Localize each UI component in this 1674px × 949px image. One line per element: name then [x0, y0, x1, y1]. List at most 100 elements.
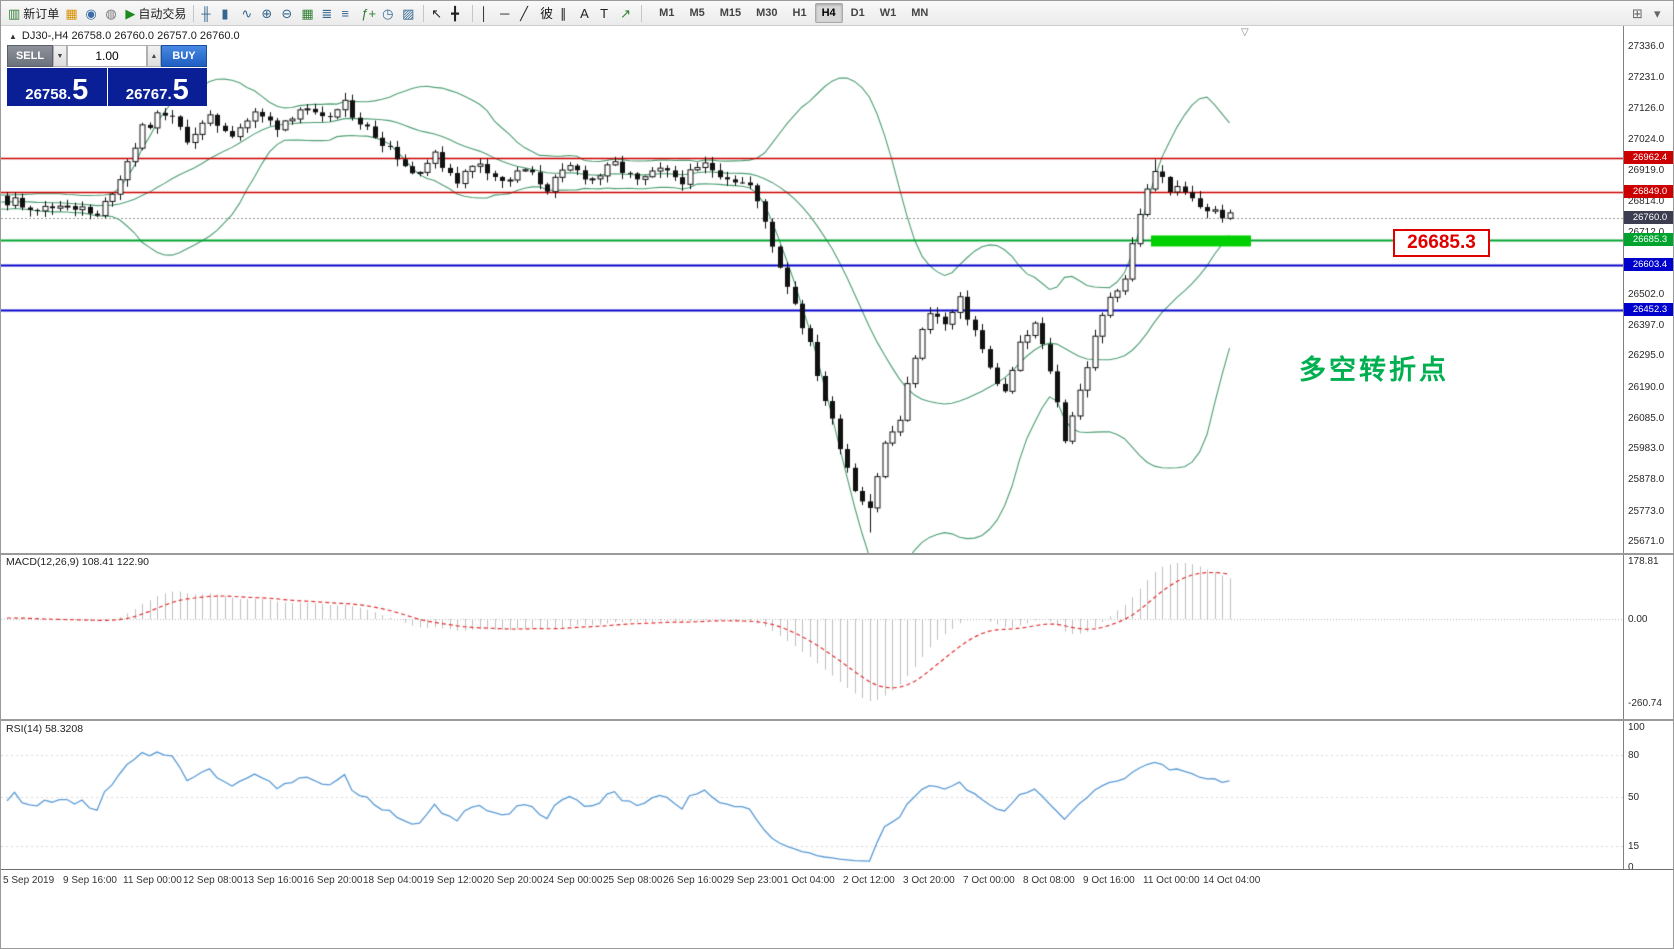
- text-label-icon: T: [600, 5, 609, 21]
- time-axis-label: 12 Sep 08:00: [183, 875, 243, 886]
- horizontal-line-icon[interactable]: ─: [497, 3, 517, 24]
- tile-windows-icon[interactable]: ▦: [298, 3, 318, 24]
- time-axis-label: 13 Sep 16:00: [243, 875, 303, 886]
- lot-decrease-button[interactable]: ▼: [53, 45, 67, 67]
- rsi-canvas[interactable]: [1, 721, 1623, 869]
- sound-alert-icon: ◍: [105, 5, 117, 21]
- price-scale[interactable]: 27336.0 27231.0 27126.0 27024.0 26919.0 26814…: [1623, 26, 1673, 873]
- trendline-icon: ╱: [520, 5, 528, 21]
- arrange-windows-icon: ≣: [321, 5, 333, 21]
- trendline-icon[interactable]: ╱: [517, 3, 537, 24]
- indicators-icon: ƒ+: [361, 5, 377, 21]
- price-axis-label: 26295.0: [1628, 350, 1665, 361]
- time-axis-separator: [1, 869, 1673, 870]
- rsi-axis-label: 80: [1628, 750, 1640, 761]
- chart-shift-marker[interactable]: ▽: [1241, 27, 1249, 38]
- panel-separator-rsi[interactable]: [1, 719, 1673, 721]
- buy-button[interactable]: BUY: [161, 45, 207, 67]
- symbol-ohlc-text: DJ30-,H4 26758.0 26760.0 26757.0 26760.0: [21, 30, 240, 42]
- sound-alert-icon[interactable]: ◍: [102, 3, 122, 24]
- timeframe-m5[interactable]: M5: [689, 7, 705, 19]
- price-axis-label: 27231.0: [1628, 72, 1665, 83]
- indicators-icon[interactable]: ƒ+: [358, 3, 379, 24]
- charts-icon[interactable]: ▦: [62, 3, 82, 24]
- zoom-out-icon[interactable]: ⊖: [278, 3, 298, 24]
- buy-price-display[interactable]: 26767. 5: [107, 68, 207, 106]
- time-axis-label: 9 Sep 16:00: [63, 875, 117, 886]
- zoom-in-icon[interactable]: ⊕: [258, 3, 278, 24]
- one-click-trading-panel: SELL ▼ 1.00 ▲ BUY 26758. 5 26767. 5: [7, 45, 207, 106]
- time-axis[interactable]: 5 Sep 2019 9 Sep 16:00 11 Sep 00:00 12 Sep …: [1, 870, 1623, 892]
- rsi-axis-label: 0: [1628, 862, 1634, 873]
- timeframe-h1[interactable]: H1: [792, 7, 807, 19]
- timeframe-m15[interactable]: M15: [719, 7, 742, 19]
- time-axis-label: 24 Sep 00:00: [543, 875, 603, 886]
- support-level-callout[interactable]: 26685.3: [1393, 229, 1490, 257]
- vertical-line-icon: │: [480, 5, 489, 21]
- time-axis-label: 16 Sep 20:00: [303, 875, 363, 886]
- templates-icon[interactable]: ▨: [399, 3, 419, 24]
- arrow-objects-icon[interactable]: ↗: [617, 3, 637, 24]
- time-axis-label: 8 Oct 08:00: [1023, 875, 1075, 886]
- channel-icon: ∥: [560, 5, 567, 21]
- timeframe-h4[interactable]: H4: [814, 3, 843, 23]
- text-label-icon[interactable]: T: [597, 3, 617, 24]
- candle-chart-icon[interactable]: ▮: [218, 3, 238, 24]
- zoom-out-icon: ⊖: [281, 5, 293, 21]
- panel-separator-macd[interactable]: [1, 553, 1673, 555]
- timeframe-w1[interactable]: W1: [879, 7, 897, 19]
- toolbar-customize-icon: ⊞: [1632, 5, 1643, 21]
- trend-turning-point-note: 多空转折点: [1299, 355, 1449, 385]
- sell-price-display[interactable]: 26758. 5: [7, 68, 107, 106]
- macd-axis-label: 178.81: [1628, 556, 1659, 567]
- time-axis-label: 2 Oct 12:00: [843, 875, 895, 886]
- rsi-indicator-label: RSI(14) 58.3208: [6, 723, 84, 735]
- toolbar-separator: [193, 4, 195, 22]
- line-chart-icon[interactable]: ∿: [238, 3, 258, 24]
- cascade-windows-icon[interactable]: ≡: [338, 3, 358, 24]
- fibonacci-icon[interactable]: 彼: [537, 3, 557, 24]
- bar-chart-icon[interactable]: ╫: [198, 3, 218, 24]
- timeframe-mn[interactable]: MN: [911, 7, 929, 19]
- buy-price-main: 26767.: [125, 86, 172, 103]
- sell-price-big-digit: 5: [72, 74, 89, 107]
- toolbar-separator: [423, 4, 425, 22]
- price-tag-26452.3: 26452.3: [1624, 303, 1673, 316]
- price-chart-canvas[interactable]: [1, 26, 1623, 553]
- timeframe-m1[interactable]: M1: [659, 7, 675, 19]
- timeframe-m30[interactable]: M30: [756, 7, 778, 19]
- time-axis-label: 20 Sep 20:00: [483, 875, 543, 886]
- toolbar-right: ⊞ ▾: [1629, 3, 1671, 24]
- periods-icon[interactable]: ◷: [379, 3, 399, 24]
- macd-axis-label: 0.00: [1628, 614, 1648, 625]
- timeframe-d1[interactable]: D1: [850, 7, 865, 19]
- cursor-icon: ↖: [431, 5, 443, 21]
- vertical-line-icon[interactable]: │: [477, 3, 497, 24]
- price-tag-26603.4: 26603.4: [1624, 258, 1673, 271]
- chart-region[interactable]: ▲ DJ30-,H4 26758.0 26760.0 26757.0 26760…: [1, 26, 1623, 869]
- collapse-panel-icon[interactable]: ▲: [9, 31, 17, 41]
- lot-increase-button[interactable]: ▲: [147, 45, 161, 67]
- fibonacci-icon: 彼: [540, 5, 554, 21]
- new-order-button[interactable]: ▥ 新订单: [5, 3, 62, 24]
- zoom-in-icon: ⊕: [261, 5, 273, 21]
- sell-button[interactable]: SELL: [7, 45, 53, 67]
- cursor-icon[interactable]: ↖: [428, 3, 448, 24]
- lot-size-input[interactable]: 1.00: [67, 45, 147, 67]
- profile-icon: ◉: [85, 5, 97, 21]
- arrange-windows-icon[interactable]: ≣: [318, 3, 338, 24]
- text-icon[interactable]: A: [577, 3, 597, 24]
- price-axis-label: 25773.0: [1628, 506, 1665, 517]
- channel-icon[interactable]: ∥: [557, 3, 577, 24]
- toolbar-customize-icon[interactable]: ⊞: [1629, 3, 1649, 24]
- price-tag-26685.3: 26685.3: [1624, 233, 1673, 246]
- profile-icon[interactable]: ◉: [82, 3, 102, 24]
- time-axis-label: 25 Sep 08:00: [603, 875, 663, 886]
- toolbar-more-icon[interactable]: ▾: [1651, 3, 1671, 24]
- price-axis-label: 26919.0: [1628, 165, 1665, 176]
- line-chart-icon: ∿: [241, 5, 253, 21]
- crosshair-icon[interactable]: ╋: [448, 3, 468, 24]
- macd-canvas[interactable]: [1, 555, 1623, 719]
- autotrade-button[interactable]: ▶ 自动交易: [122, 3, 189, 24]
- new-order-button-label: 新订单: [23, 6, 60, 21]
